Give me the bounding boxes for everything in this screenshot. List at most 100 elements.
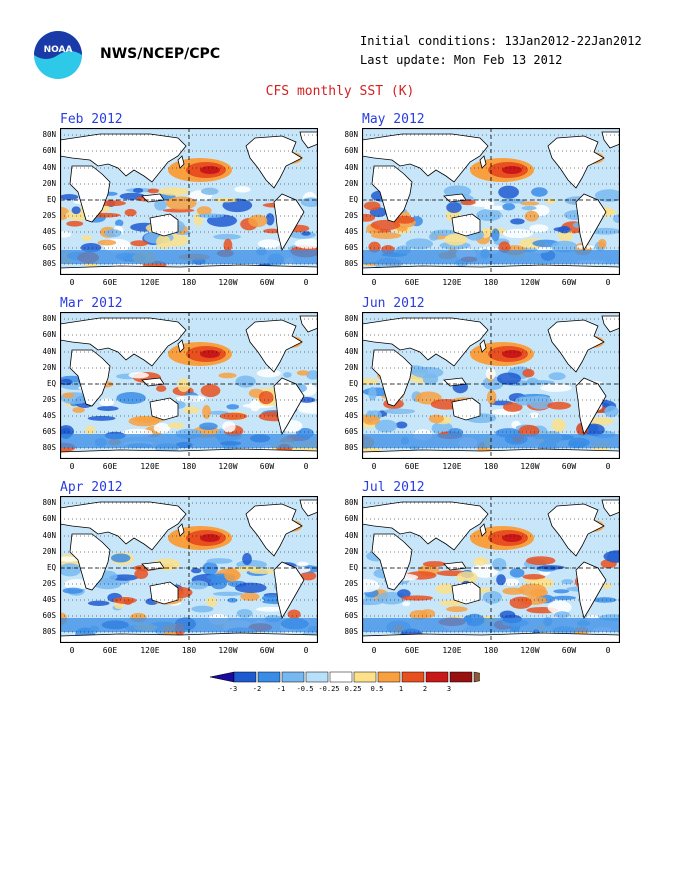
panel-label: May 2012 <box>362 112 425 127</box>
initial-conditions: Initial conditions: 13Jan2012-22Jan2012 <box>360 34 642 48</box>
last-update: Last update: Mon Feb 13 2012 <box>360 53 563 67</box>
lat-label: 80N <box>344 130 358 139</box>
colorbar-tick-label: -2 <box>253 685 261 692</box>
colorbar-tick-label: -1 <box>277 685 285 692</box>
colorbar-segment <box>233 671 257 683</box>
lat-label: 20S <box>344 579 358 588</box>
colorbar-segment <box>209 671 235 683</box>
lon-label: 0 <box>303 278 309 287</box>
lat-label: 60S <box>344 427 358 436</box>
noaa-logo-text: NOAA <box>44 45 73 55</box>
colorbar-tick-label: -3 <box>229 685 237 692</box>
lat-label: 80N <box>344 498 358 507</box>
lat-label: 60S <box>344 611 358 620</box>
lat-label: 60N <box>344 146 358 155</box>
lat-label: 40N <box>344 347 358 356</box>
panel-label: Jun 2012 <box>362 296 425 311</box>
lon-label: 60W <box>259 278 275 287</box>
lat-label: 40S <box>42 411 56 420</box>
lon-label: 60E <box>102 278 118 287</box>
lat-label: 40N <box>344 531 358 540</box>
lat-label: 60N <box>42 514 56 523</box>
lat-label: 40N <box>42 163 56 172</box>
lon-label: 180 <box>483 646 499 655</box>
lat-label: 80N <box>42 498 56 507</box>
panel-label: Feb 2012 <box>60 112 123 127</box>
lon-label: 60E <box>404 278 420 287</box>
lat-label: 40S <box>42 595 56 604</box>
lat-label: 60S <box>344 243 358 252</box>
colorbar: -3 -2 -1 -0.5 -0.25 0.25 0.5 1 2 3 <box>209 671 480 692</box>
noaa-logo: NOAA <box>34 31 82 79</box>
lon-label: 60W <box>561 278 577 287</box>
lon-label: 0 <box>371 646 377 655</box>
colorbar-tick-label: 3 <box>447 685 451 692</box>
lon-label: 0 <box>69 278 75 287</box>
lon-label: 60E <box>404 646 420 655</box>
lat-label: 20N <box>42 547 56 556</box>
lat-label: 80N <box>42 130 56 139</box>
lon-label: 120W <box>218 462 238 471</box>
lon-label: 120E <box>140 462 160 471</box>
colorbar-segment <box>353 671 377 683</box>
lat-label: 20S <box>344 395 358 404</box>
lon-label: 180 <box>181 646 197 655</box>
lon-label: 180 <box>483 462 499 471</box>
lon-label: 60E <box>102 462 118 471</box>
lon-label: 120E <box>140 646 160 655</box>
lon-label: 120W <box>520 278 540 287</box>
lat-label: 40S <box>344 411 358 420</box>
lat-label: 20N <box>344 363 358 372</box>
colorbar-segment <box>425 671 449 683</box>
colorbar-segment <box>281 671 305 683</box>
lat-label: 80S <box>42 627 56 636</box>
lon-label: 0 <box>605 646 611 655</box>
lon-label: 120E <box>140 278 160 287</box>
lat-label: 80S <box>344 443 358 452</box>
lat-label: 20N <box>344 179 358 188</box>
lon-label: 0 <box>303 462 309 471</box>
lat-label: EQ <box>348 379 358 388</box>
lon-label: 120W <box>218 278 238 287</box>
lon-label: 0 <box>605 462 611 471</box>
colorbar-segment <box>305 671 329 683</box>
lat-label: 20S <box>42 211 56 220</box>
colorbar-tick-label: 0.25 <box>345 685 362 692</box>
sst-map-panel <box>60 312 318 459</box>
sst-map-panel <box>362 496 620 643</box>
colorbar-tick-label: 2 <box>423 685 427 692</box>
lon-label: 0 <box>371 278 377 287</box>
lat-label: 60S <box>42 243 56 252</box>
lat-label: 20N <box>42 363 56 372</box>
lon-label: 60W <box>259 462 275 471</box>
colorbar-segment <box>449 671 473 683</box>
lon-label: 60E <box>102 646 118 655</box>
lat-label: 60N <box>42 146 56 155</box>
colorbar-tick-label: -0.5 <box>297 685 314 692</box>
lon-label: 60E <box>404 462 420 471</box>
colorbar-segment <box>377 671 401 683</box>
lat-label: 20S <box>344 211 358 220</box>
lon-label: 120E <box>442 462 462 471</box>
lat-label: 20N <box>42 179 56 188</box>
lat-label: 60N <box>42 330 56 339</box>
lon-label: 180 <box>181 462 197 471</box>
lat-label: 40S <box>344 227 358 236</box>
lat-label: EQ <box>46 195 56 204</box>
lat-label: EQ <box>348 563 358 572</box>
lat-label: 60S <box>42 611 56 620</box>
lat-label: 20N <box>344 547 358 556</box>
lon-label: 0 <box>605 278 611 287</box>
lon-label: 0 <box>303 646 309 655</box>
lat-label: 40S <box>42 227 56 236</box>
lon-label: 120W <box>520 646 540 655</box>
sst-map-panel <box>60 496 318 643</box>
lat-label: 80S <box>42 259 56 268</box>
lat-label: 40N <box>344 163 358 172</box>
colorbar-segment <box>257 671 281 683</box>
panel-label: Jul 2012 <box>362 480 425 495</box>
lat-label: 60S <box>42 427 56 436</box>
panel-label: Apr 2012 <box>60 480 123 495</box>
lon-label: 120E <box>442 278 462 287</box>
lon-label: 120E <box>442 646 462 655</box>
